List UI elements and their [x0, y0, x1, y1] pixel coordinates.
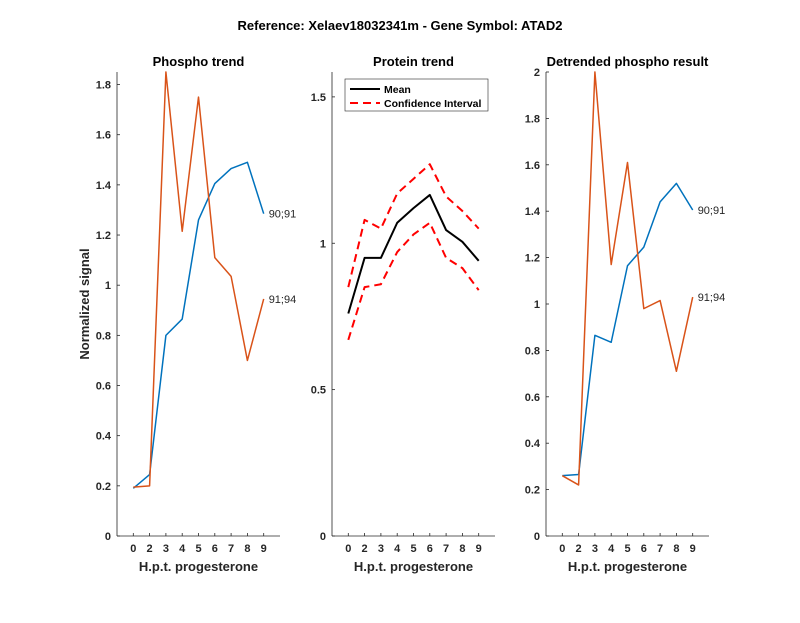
panel-1: Phospho trend H.p.t. progesterone Normaliz…	[77, 54, 296, 574]
x-tick-label: 6	[212, 543, 218, 555]
y-tick-label: 0.6	[525, 392, 540, 404]
x-tick-label: 3	[163, 543, 169, 555]
x-tick-label: 7	[657, 543, 663, 555]
y-tick-label: 0.8	[525, 345, 540, 357]
y-tick-label: 1.2	[525, 253, 540, 265]
x-tick-label: 9	[261, 543, 267, 555]
x-tick-label: 8	[673, 543, 679, 555]
series-line-91-94	[133, 71, 265, 488]
y-tick-label: 0.6	[96, 381, 111, 393]
y-tick-label: 1	[534, 299, 540, 311]
series-end-label: 90;91	[269, 209, 297, 221]
y-tick-label: 1.6	[525, 160, 540, 172]
x-tick-label: 4	[394, 543, 401, 555]
y-tick-label: 0.4	[525, 438, 541, 450]
x-tick-label: 0	[345, 543, 351, 555]
x-tick-label: 3	[592, 543, 598, 555]
series-line-90-91	[562, 182, 694, 477]
y-tick-label: 1.5	[311, 92, 326, 104]
x-tick-label: 9	[476, 543, 482, 555]
y-tick-label: 0	[105, 531, 111, 543]
y-tick-label: 0	[320, 531, 326, 543]
x-tick-label: 0	[559, 543, 565, 555]
legend-label-ci: Confidence Interval	[384, 98, 482, 110]
panel-3: Detrended phospho result H.p.t. progester…	[525, 54, 726, 574]
panel-title: Phospho trend	[153, 54, 245, 69]
series-line-mean	[347, 193, 480, 314]
legend-box	[344, 78, 489, 112]
figure-title: Reference: Xelaev18032341m - Gene Symbol…	[238, 18, 563, 33]
x-tick-label: 3	[378, 543, 384, 555]
x-tick-label: 6	[641, 543, 647, 555]
x-tick-label: 5	[624, 543, 630, 555]
x-tick-label: 6	[427, 543, 433, 555]
y-tick-label: 1	[105, 280, 111, 292]
y-tick-label: 1.4	[96, 180, 112, 192]
y-tick-label: 0.2	[525, 485, 540, 497]
x-tick-label: 0	[130, 543, 136, 555]
x-tick-label: 4	[179, 543, 186, 555]
x-axis-label: H.p.t. progesterone	[568, 559, 687, 574]
series-end-label: 90;91	[698, 205, 726, 217]
series-end-label: 91;94	[269, 294, 297, 306]
y-tick-label: 0.4	[96, 431, 112, 443]
x-tick-label: 5	[195, 543, 201, 555]
y-tick-label: 0.2	[96, 481, 111, 493]
series-end-label: 91;94	[698, 292, 726, 304]
x-tick-label: 4	[608, 543, 615, 555]
x-axis-label: H.p.t. progesterone	[139, 559, 258, 574]
x-tick-label: 7	[443, 543, 449, 555]
x-tick-label: 2	[362, 543, 368, 555]
legend: Mean Confidence Interval	[344, 78, 489, 112]
x-tick-label: 8	[459, 543, 465, 555]
y-tick-label: 0.8	[96, 330, 111, 342]
y-tick-label: 1.6	[96, 130, 111, 142]
x-tick-label: 9	[690, 543, 696, 555]
x-tick-label: 7	[228, 543, 234, 555]
series-line-confidence-interval-upper	[347, 163, 480, 288]
legend-label-mean: Mean	[384, 84, 411, 96]
y-tick-label: 1	[320, 238, 326, 250]
y-tick-label: 0.5	[311, 385, 326, 397]
x-axis-label: H.p.t. progesterone	[354, 559, 473, 574]
x-tick-label: 2	[576, 543, 582, 555]
y-axis-label: Normalized signal	[77, 248, 92, 359]
y-tick-label: 2	[534, 67, 540, 79]
y-tick-label: 1.2	[96, 230, 111, 242]
series-line-91-94	[561, 71, 694, 486]
x-tick-label: 5	[410, 543, 416, 555]
y-tick-label: 0	[534, 531, 540, 543]
x-tick-label: 2	[147, 543, 153, 555]
y-tick-label: 1.4	[525, 206, 541, 218]
y-tick-label: 1.8	[96, 80, 111, 92]
panel-title: Detrended phospho result	[547, 54, 709, 69]
x-tick-label: 8	[244, 543, 250, 555]
y-tick-label: 1.8	[525, 113, 540, 125]
panel-title: Protein trend	[373, 54, 454, 69]
series-line-90-91	[132, 161, 265, 489]
series-line-confidence-interval-lower	[347, 221, 480, 341]
